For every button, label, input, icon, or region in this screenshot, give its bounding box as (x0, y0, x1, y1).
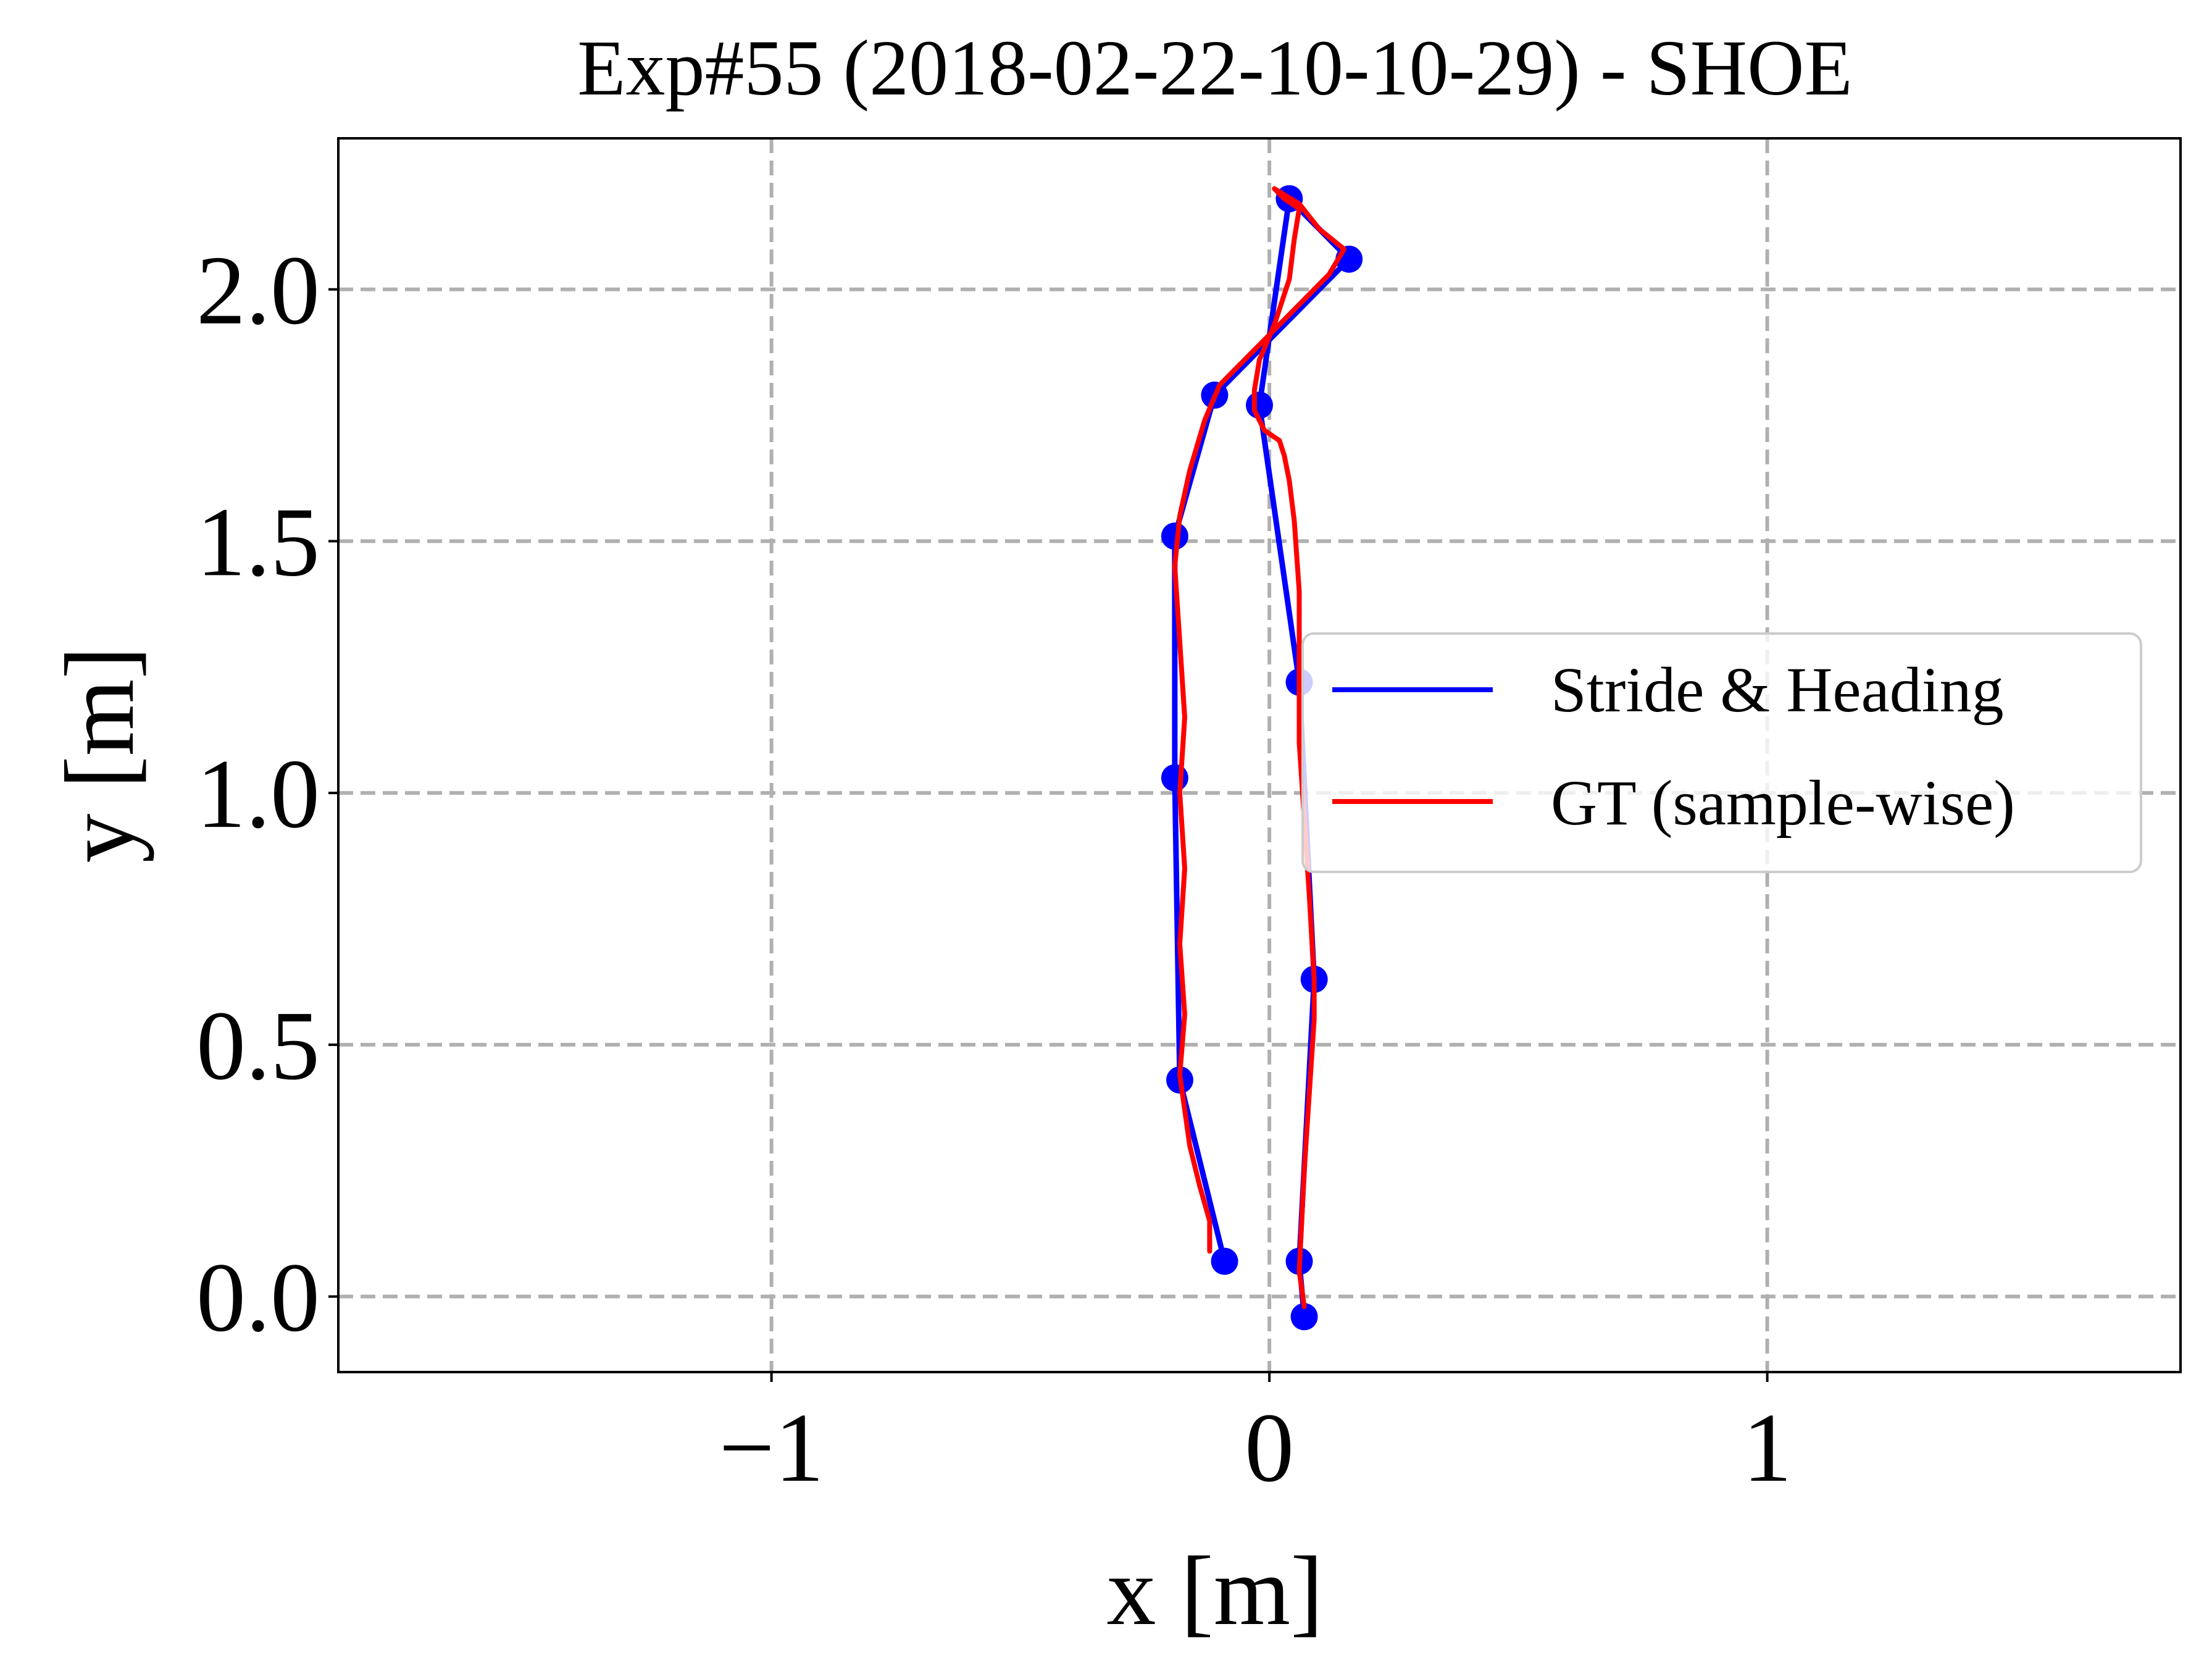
legend-box (1301, 632, 2142, 873)
legend-label-stride-heading: Stride & Heading (1551, 655, 2004, 726)
plot-frame (337, 137, 2182, 1373)
chart-title: Exp#55 (2018-02-22-10-10-29) - SHOE (577, 24, 1852, 112)
y-tick-label: 2.0 (196, 235, 320, 345)
y-tick-label: 1.5 (196, 487, 320, 596)
y-tick-label: 1.0 (196, 739, 320, 848)
series-point-stride-heading (1290, 1303, 1318, 1331)
legend-label-gt: GT (sample-wise) (1551, 768, 2015, 839)
grid (338, 138, 2181, 1372)
x-tick-label: 1 (1743, 1392, 1792, 1502)
series-line-gt (1172, 186, 1347, 1309)
y-tick-label: 0.5 (196, 990, 320, 1100)
y-tick-label: 0.0 (196, 1242, 320, 1352)
x-axis-label: x [m] (1106, 1536, 1323, 1646)
series-point-stride-heading (1161, 764, 1188, 792)
series-layer (1161, 185, 1363, 1331)
legend: Stride & Heading GT (sample-wise) (1301, 632, 2142, 873)
series-point-stride-heading (1211, 1247, 1238, 1275)
x-tick-label: −1 (719, 1392, 824, 1502)
series-point-stride-heading (1246, 391, 1273, 419)
x-tick-label: 0 (1245, 1392, 1294, 1502)
ticks: −1 0 1 0.0 0.5 1.0 1.5 2.0 (196, 235, 1792, 1502)
y-axis-label: y [m] (44, 646, 154, 863)
series-point-stride-heading (1161, 522, 1188, 550)
